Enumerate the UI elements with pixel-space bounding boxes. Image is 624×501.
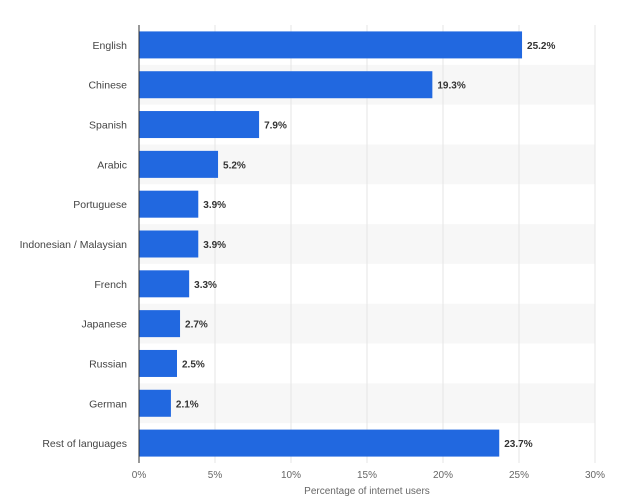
bar bbox=[139, 111, 260, 139]
x-tick-label: 10% bbox=[281, 470, 301, 481]
x-tick-label: 25% bbox=[509, 470, 529, 481]
value-label: 5.2% bbox=[223, 160, 246, 171]
value-label: 3.9% bbox=[203, 200, 226, 211]
x-tick-label: 0% bbox=[132, 470, 147, 481]
x-tick-label: 15% bbox=[357, 470, 377, 481]
bar bbox=[139, 230, 199, 258]
category-labels: English Chinese Spanish Arabic Portuguese Ind… bbox=[20, 40, 128, 450]
category-label: Chinese bbox=[88, 80, 127, 92]
value-label: 25.2% bbox=[527, 41, 555, 52]
x-tick-label: 5% bbox=[208, 470, 223, 481]
value-label: 7.9% bbox=[264, 121, 287, 132]
value-label: 2.1% bbox=[176, 399, 199, 410]
bars bbox=[139, 31, 523, 457]
value-label: 2.5% bbox=[182, 359, 205, 370]
bar bbox=[139, 389, 171, 417]
category-label: Indonesian / Malaysian bbox=[20, 239, 128, 251]
bar bbox=[139, 349, 177, 377]
bar bbox=[139, 270, 190, 298]
x-tick-label: 20% bbox=[433, 470, 453, 481]
category-label: Japanese bbox=[81, 319, 127, 331]
category-label: Portuguese bbox=[73, 199, 127, 211]
category-label: Rest of languages bbox=[42, 438, 127, 450]
category-label: Arabic bbox=[97, 159, 127, 171]
x-tick-labels: 0% 5% 10% 15% 20% 25% 30% bbox=[132, 470, 605, 481]
bar bbox=[139, 429, 500, 457]
bar bbox=[139, 310, 181, 338]
bar bbox=[139, 31, 523, 59]
value-label: 23.7% bbox=[504, 439, 532, 450]
x-axis-title: Percentage of internet users bbox=[304, 486, 430, 497]
bar bbox=[139, 190, 199, 218]
x-tick-label: 30% bbox=[585, 470, 605, 481]
value-label: 3.3% bbox=[194, 280, 217, 291]
category-label: Russian bbox=[89, 358, 127, 370]
category-label: Spanish bbox=[89, 120, 127, 132]
value-label: 2.7% bbox=[185, 320, 208, 331]
value-label: 19.3% bbox=[437, 81, 465, 92]
category-label: English bbox=[93, 40, 128, 52]
value-labels: 25.2% 19.3% 7.9% 5.2% 3.9% 3.9% 3.3% 2.7% 2.5% 2.… bbox=[176, 41, 556, 450]
bar bbox=[139, 150, 219, 178]
value-label: 3.9% bbox=[203, 240, 226, 251]
category-label: French bbox=[94, 279, 127, 291]
bar bbox=[139, 71, 433, 99]
category-label: German bbox=[89, 398, 127, 410]
